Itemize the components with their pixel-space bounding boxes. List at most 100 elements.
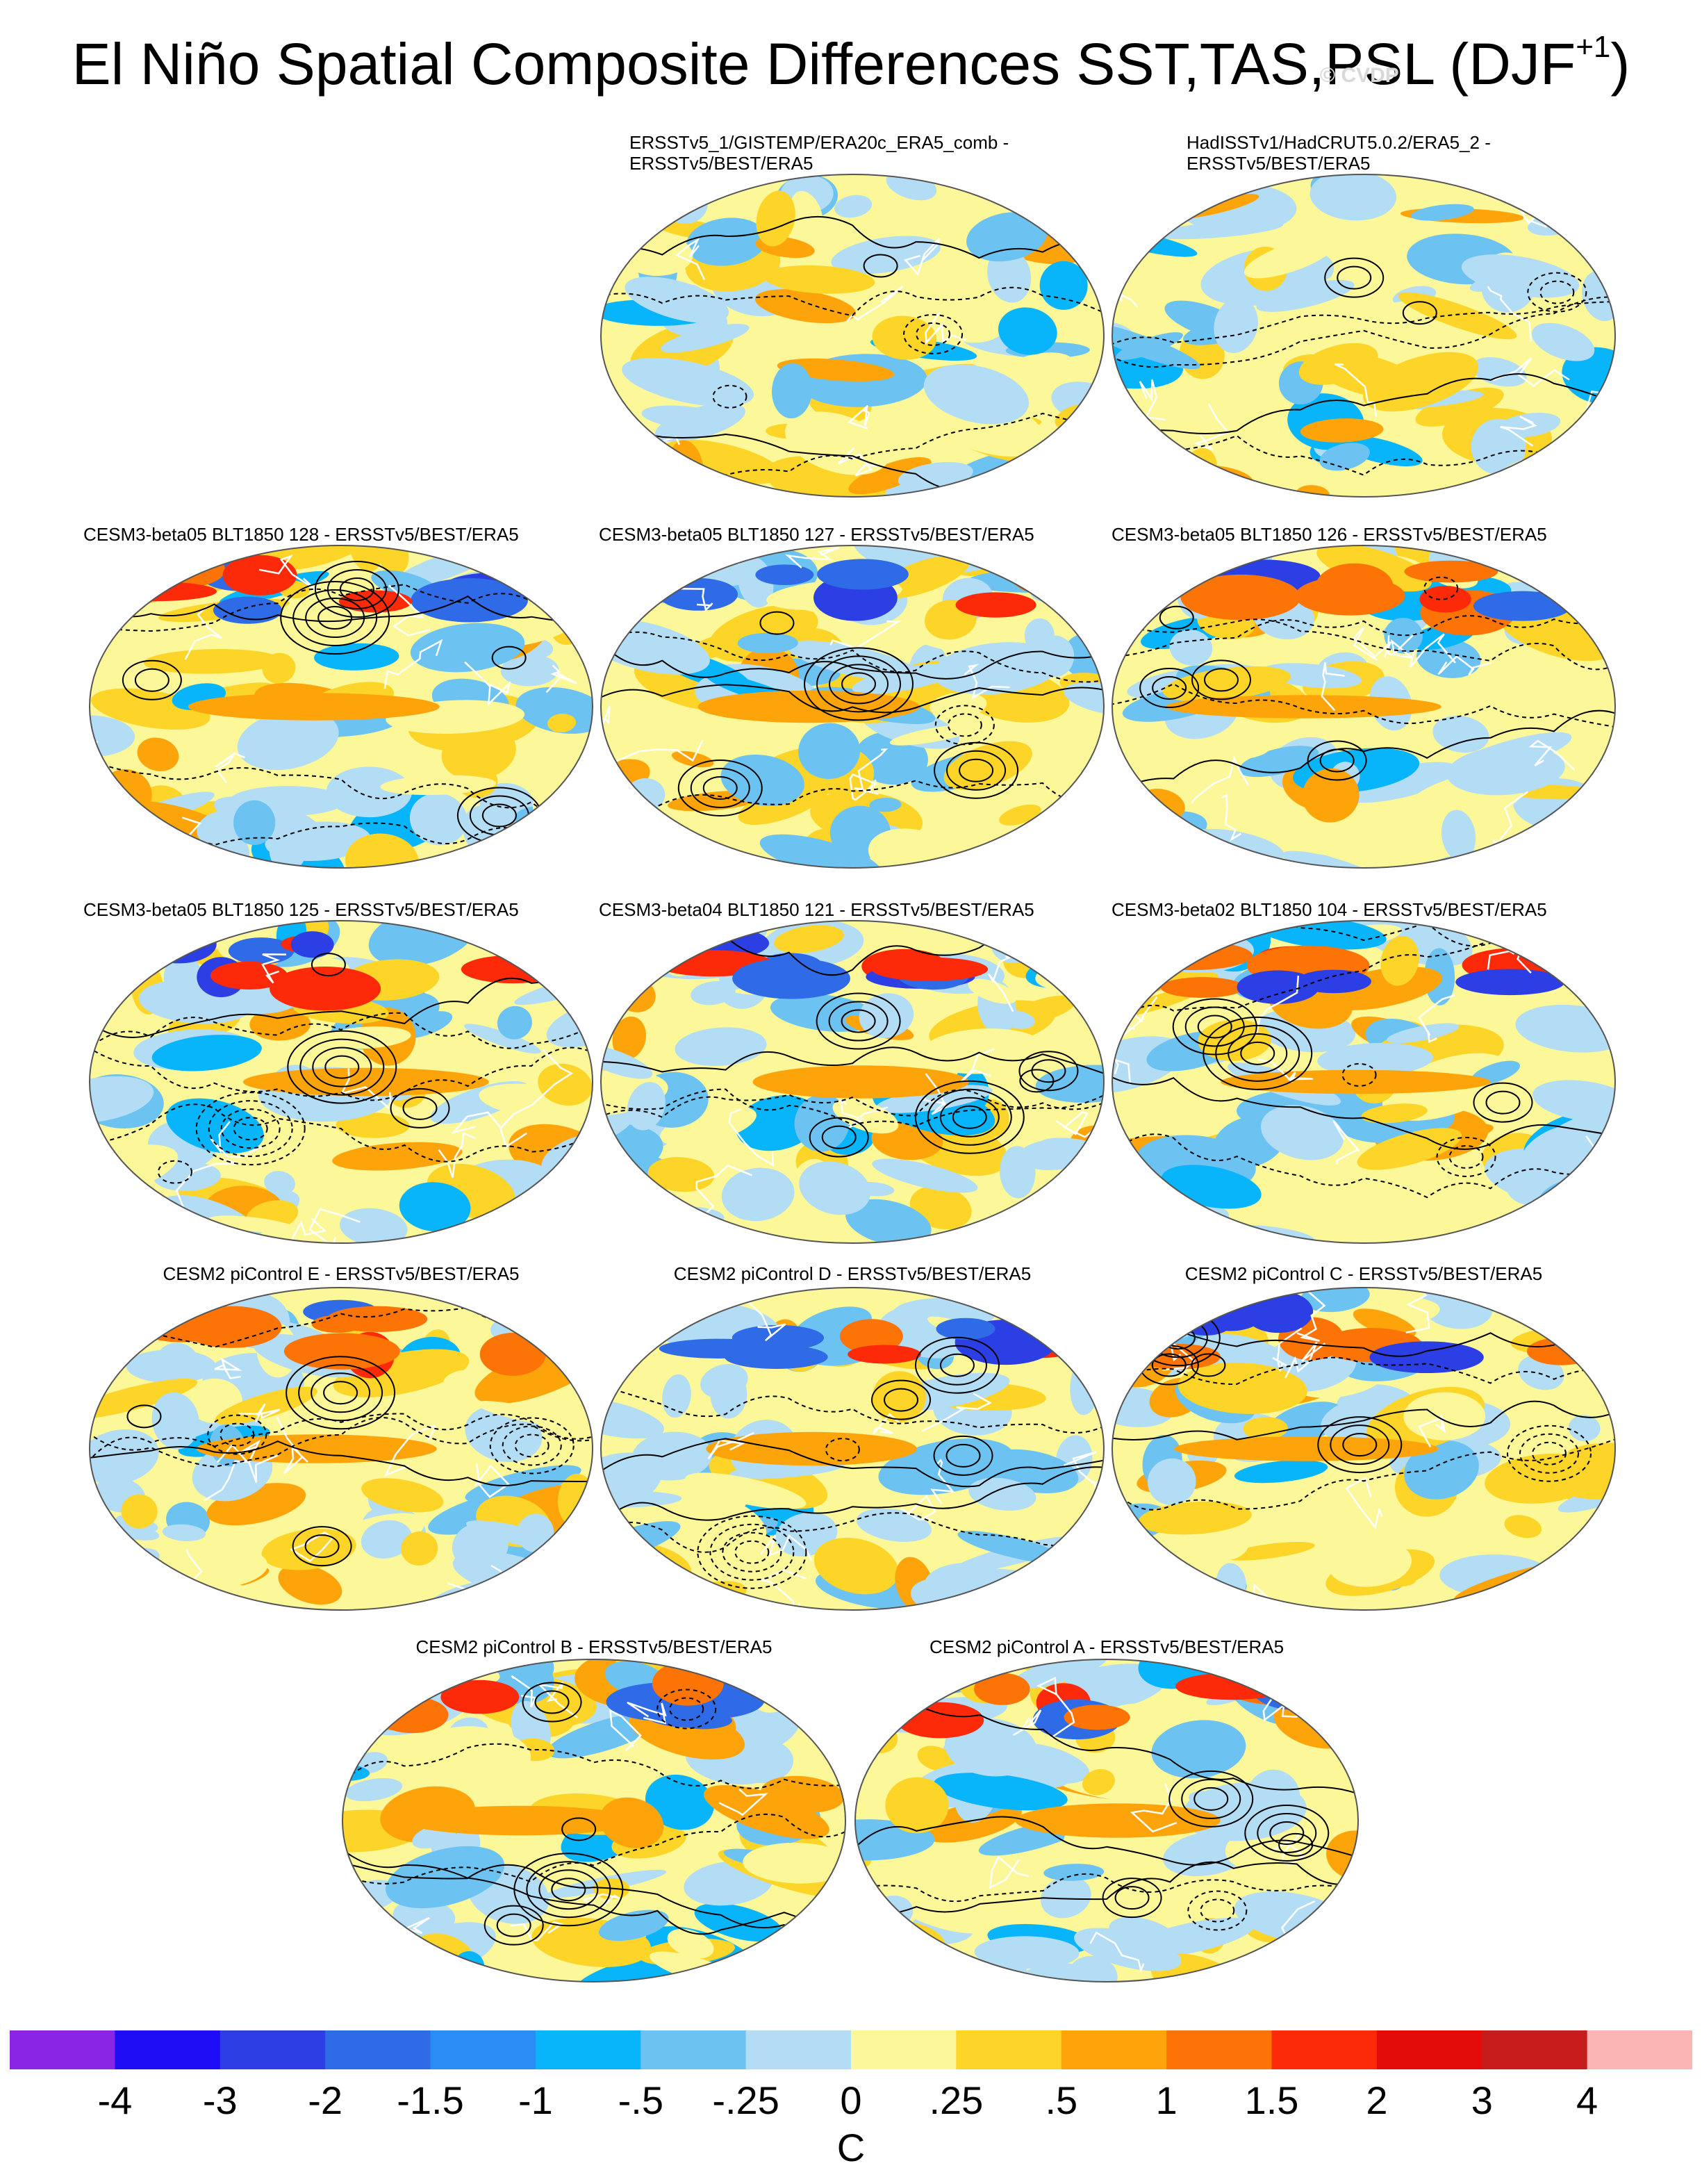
psl-contour (292, 1526, 352, 1567)
colorbar-swatch (1061, 2030, 1167, 2069)
anomaly-region (1550, 486, 1615, 497)
anomaly-region (920, 1028, 1046, 1074)
panel-title-line: CESM3-beta05 BLT1850 126 - ERSSTv5/BEST/… (1112, 524, 1547, 545)
anomaly-region (1341, 762, 1460, 803)
anomaly-region (386, 1846, 505, 1909)
coastline (1112, 1046, 1132, 1085)
anomaly-region-strong (440, 1680, 520, 1714)
anomaly-region (265, 821, 371, 862)
anomaly-region (1363, 352, 1479, 412)
anomaly-region (612, 1016, 646, 1060)
anomaly-region (641, 405, 732, 430)
anomaly-region (660, 324, 750, 353)
psl-contour (220, 1108, 281, 1149)
coastline (1487, 286, 1532, 342)
anomaly-region (1403, 1392, 1486, 1440)
psl-contour (1240, 1041, 1275, 1065)
psl-contour (759, 611, 795, 635)
anomaly-region (720, 754, 804, 806)
psl-contour (561, 1817, 597, 1841)
tropical-anomaly (1166, 695, 1441, 719)
anomaly-region-strong (283, 1333, 400, 1370)
anomaly-region (630, 545, 704, 565)
panel-title: CESM2 piControl D - ERSSTv5/BEST/ERA5 (599, 1263, 1106, 1284)
panel-title-line: CESM2 piControl D - ERSSTv5/BEST/ERA5 (673, 1263, 1032, 1284)
coastline (1296, 1288, 1326, 1342)
coastline (1332, 1119, 1360, 1165)
psl-contour (601, 215, 1104, 259)
coastline (1249, 1288, 1309, 1290)
anomaly-region-strong (144, 551, 226, 588)
coastline (847, 404, 870, 429)
anomaly-region (1112, 177, 1193, 218)
coastline (1191, 755, 1250, 804)
colorbar-tick-label: 1 (1155, 2078, 1178, 2122)
panel-title-line: CESM3-beta02 BLT1850 104 - ERSSTv5/BEST/… (1112, 899, 1547, 920)
psl-contour (1485, 1090, 1521, 1115)
coastline (601, 1210, 634, 1226)
coastline (964, 664, 1010, 700)
anomaly-region (1112, 422, 1148, 467)
colorbar-swatch (115, 2030, 221, 2069)
anomaly-region (721, 1167, 795, 1222)
psl-contour (1532, 1441, 1567, 1465)
anomaly-region (215, 1386, 317, 1425)
psl-contour (342, 1847, 845, 1935)
panel-title-line: ERSSTv5/BEST/ERA5 (629, 153, 813, 174)
panel-title-line: ERSSTv5/BEST/ERA5 (1187, 153, 1371, 174)
anomaly-region-strong (142, 925, 217, 964)
anomaly-region (555, 1302, 593, 1353)
psl-contour (1191, 659, 1251, 700)
psl-contour (863, 254, 898, 278)
anomaly-region (667, 1928, 714, 1959)
colorbar-swatch (956, 2030, 1062, 2069)
anomaly-region (790, 190, 823, 239)
colorbar-tick-label: -2 (308, 2078, 342, 2122)
panel-title: CESM2 piControl A - ERSSTv5/BEST/ERA5 (853, 1636, 1360, 1657)
colorbar-tick-label: -3 (202, 2078, 238, 2122)
coastline (1492, 357, 1570, 387)
anomaly-region (278, 1564, 342, 1605)
anomaly-region (1529, 1455, 1615, 1500)
anomaly-region (675, 1494, 767, 1550)
anomaly-region (166, 1098, 264, 1153)
anomaly-region-strong (936, 1317, 995, 1340)
anomaly-region (1524, 483, 1615, 497)
panel-title: CESM3-beta05 BLT1850 125 - ERSSTv5/BEST/… (83, 899, 519, 920)
figure-title: El Niño Spatial Composite Differences SS… (0, 19, 1702, 99)
coastline (383, 1424, 437, 1477)
anomaly-region (934, 1773, 1068, 1811)
anomaly-region-strong (327, 1306, 428, 1332)
psl-contour (1402, 301, 1437, 325)
psl-contour (90, 1413, 593, 1463)
anomaly-region (1112, 975, 1137, 992)
anomaly-region (1112, 322, 1200, 370)
anomaly-region (233, 800, 276, 846)
psl-contour (601, 1466, 1104, 1528)
anomaly-region-strong (1296, 969, 1371, 994)
colorbar-tick-label: 4 (1576, 2078, 1598, 2122)
anomaly-region (1444, 732, 1572, 778)
psl-contour (126, 1404, 162, 1429)
coastline (1283, 1948, 1328, 1982)
anomaly-region-strong (1369, 1341, 1484, 1374)
coastline (1092, 1480, 1104, 1528)
panel-title-line: CESM2 piControl E - ERSSTv5/BEST/ERA5 (163, 1263, 520, 1284)
anomaly-region (90, 1076, 154, 1123)
psl-contour (311, 1372, 371, 1413)
psl-contour (538, 1869, 599, 1910)
anomaly-region-strong (210, 961, 288, 990)
coastline (1536, 1568, 1566, 1598)
psl-contour (804, 647, 914, 721)
coastline (679, 588, 713, 612)
title-text: El Niño Spatial Composite Differences SS… (72, 31, 1576, 97)
psl-contour (1539, 280, 1575, 304)
anomaly-region (799, 1161, 871, 1215)
anomaly-region (737, 632, 798, 653)
psl-contour (1181, 1778, 1241, 1819)
anomaly-region-strong (848, 1345, 921, 1364)
title-superscript: +1 (1576, 30, 1611, 64)
psl-contour (855, 1816, 1358, 1866)
psl-contour (298, 1364, 383, 1422)
psl-contour (1341, 1062, 1377, 1087)
